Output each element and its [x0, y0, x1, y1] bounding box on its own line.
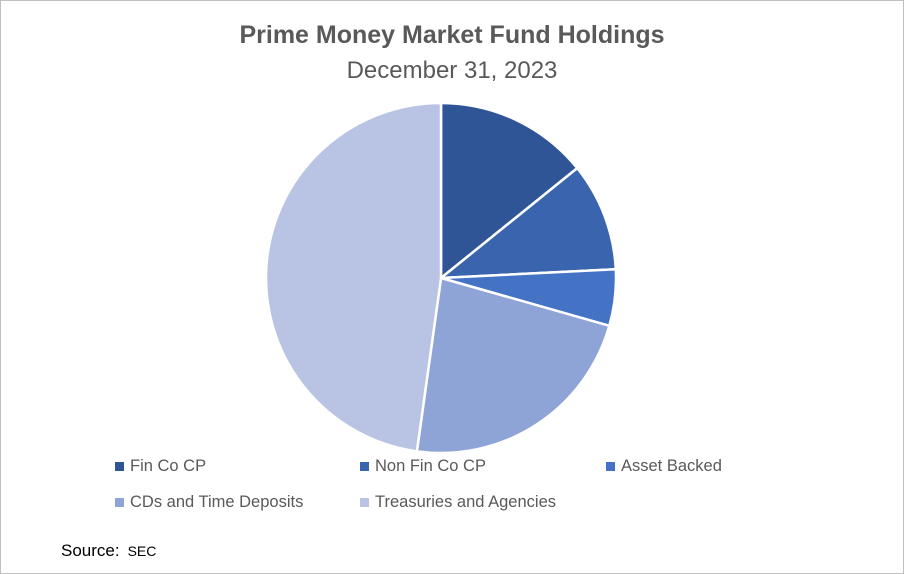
legend-item-fin-co-cp: Fin Co CP	[115, 457, 206, 476]
legend-swatch-asset-backed	[606, 462, 615, 471]
legend-label-non-fin-co-cp: Non Fin Co CP	[375, 457, 486, 475]
pie-slice-fin-co-cp	[439, 101, 579, 280]
legend-swatch-non-fin-co-cp	[360, 462, 369, 471]
legend-swatch-fin-co-cp	[115, 462, 124, 471]
legend-label-cds-time-deposits: CDs and Time Deposits	[130, 493, 304, 511]
legend-item-non-fin-co-cp: Non Fin Co CP	[360, 457, 486, 476]
legend-label-asset-backed: Asset Backed	[621, 457, 722, 475]
pie-slice-cds-and-time-deposits	[415, 276, 611, 455]
chart-subtitle: December 31, 2023	[346, 57, 558, 84]
source-value: SEC	[127, 543, 157, 559]
pie-slice-non-fin-co-cp	[439, 166, 618, 280]
legend-label-fin-co-cp: Fin Co CP	[130, 457, 207, 475]
legend-item-cds-time-deposits: CDs and Time Deposits	[115, 493, 303, 512]
source-label: Source:	[61, 541, 120, 560]
legend-item-asset-backed: Asset Backed	[606, 457, 722, 476]
legend-item-treasuries-agencies: Treasuries and Agencies	[360, 493, 556, 512]
legend-swatch-treasuries-agencies	[360, 498, 369, 507]
pie-slice-treasuries-and-agencies	[264, 101, 443, 453]
chart-title: Prime Money Market Fund Holdings	[239, 21, 665, 49]
source-note: Source: SEC	[61, 541, 156, 561]
legend-swatch-cds-time-deposits	[115, 498, 124, 507]
legend-label-treasuries-agencies: Treasuries and Agencies	[375, 493, 556, 511]
